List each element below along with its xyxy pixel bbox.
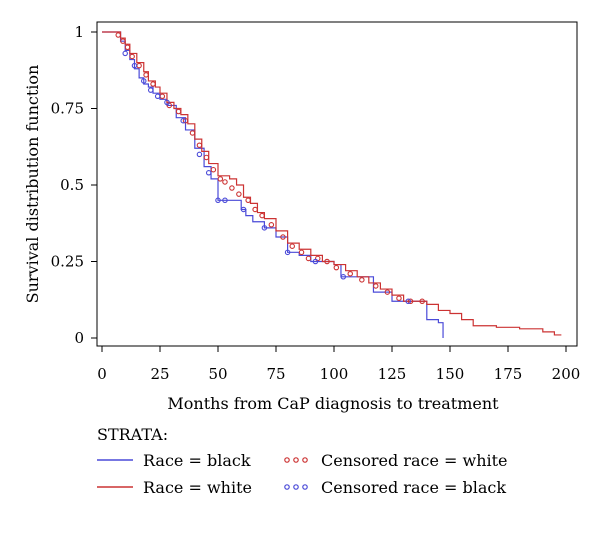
censor-point-2 (120, 38, 126, 44)
censor-point-3 (180, 117, 186, 124)
x-tick-label: 50 (208, 365, 227, 383)
censor-point-3 (205, 170, 212, 176)
censor-point-2 (229, 185, 235, 191)
censor-point-2 (324, 258, 330, 265)
censor-point-3 (405, 298, 411, 305)
censor-point-2 (289, 243, 295, 249)
legend-label-censored-white: Censored race = white (321, 451, 508, 470)
censor-point-2 (210, 166, 217, 173)
censor-point-3 (141, 78, 147, 84)
censor-point-2 (245, 197, 251, 204)
censor-point-2 (143, 72, 149, 78)
censor-point-2 (236, 191, 242, 197)
x-tick-label: 200 (552, 365, 581, 383)
legend: STRATA: Race = black Race = white Censor… (97, 425, 508, 497)
y-tick-label: 0.25 (51, 253, 84, 271)
censor-point-2 (136, 62, 142, 69)
x-tick-label: 100 (320, 365, 349, 383)
censor-point-3 (215, 197, 221, 204)
x-tick-label: 150 (436, 365, 465, 383)
x-tick-label: 0 (97, 365, 107, 383)
censor-point-2 (150, 81, 156, 87)
x-tick-label: 175 (494, 365, 523, 383)
censor-point-3 (164, 99, 170, 106)
x-tick-label: 25 (150, 365, 169, 383)
censor-point-2 (359, 277, 365, 283)
legend-swatch-censored-black (284, 484, 308, 490)
y-tick-label: 0.5 (60, 176, 84, 194)
y-tick-label: 1 (74, 23, 84, 41)
censor-point-2 (222, 179, 228, 185)
x-axis-title: Months from CaP diagnosis to treatment (167, 394, 499, 413)
censor-point-2 (252, 206, 258, 213)
x-tick-label: 75 (266, 365, 285, 383)
plot-frame (96, 21, 578, 347)
censor-point-2 (124, 44, 131, 51)
censor-point-2 (268, 222, 275, 228)
censor-point-2 (175, 108, 182, 115)
censor-point-3 (147, 87, 154, 93)
series-lines (102, 31, 562, 338)
series-line-1 (102, 31, 562, 336)
censor-point-3 (312, 258, 319, 265)
censor-point-2 (347, 270, 353, 277)
censor-point-2 (182, 117, 189, 124)
censor-point-3 (154, 93, 161, 100)
censor-point-3 (261, 225, 268, 231)
censor-point-3 (340, 274, 347, 280)
y-tick-label: 0.75 (51, 100, 84, 118)
censor-point-3 (240, 206, 247, 213)
legend-swatch-censored-white (284, 457, 308, 463)
legend-title: STRATA: (97, 425, 168, 444)
legend-label-black: Race = black (143, 451, 251, 470)
censor-point-3 (284, 249, 291, 256)
censor-markers (115, 32, 425, 305)
y-axis-title: Survival distribution function (23, 65, 42, 304)
censor-point-2 (419, 298, 425, 305)
censor-point-3 (131, 62, 138, 69)
y-axis: 0 0.25 0.5 0.75 1 (51, 23, 97, 347)
censor-point-2 (159, 93, 166, 100)
legend-label-censored-black: Censored race = black (321, 478, 506, 497)
censor-point-2 (217, 176, 224, 182)
censor-point-2 (196, 142, 203, 148)
censor-point-2 (384, 289, 391, 295)
censor-point-2 (259, 212, 265, 219)
censor-point-3 (196, 151, 203, 158)
censor-point-2 (373, 283, 379, 289)
censor-point-2 (298, 249, 305, 256)
censor-point-3 (222, 197, 228, 204)
censor-point-2 (129, 53, 135, 60)
censor-point-2 (189, 130, 196, 136)
x-axis: 0 25 50 75 100 125 150 175 200 (97, 346, 580, 383)
censor-point-2 (203, 154, 210, 161)
censor-point-3 (122, 50, 128, 57)
y-tick-label: 0 (74, 329, 84, 347)
legend-label-white: Race = white (143, 478, 252, 497)
x-tick-label: 125 (378, 365, 407, 383)
censor-point-2 (396, 295, 402, 301)
censor-point-2 (333, 264, 340, 271)
censor-point-2 (305, 255, 312, 262)
censor-point-2 (115, 32, 121, 38)
censor-point-2 (280, 234, 286, 240)
censor-point-2 (407, 298, 414, 305)
